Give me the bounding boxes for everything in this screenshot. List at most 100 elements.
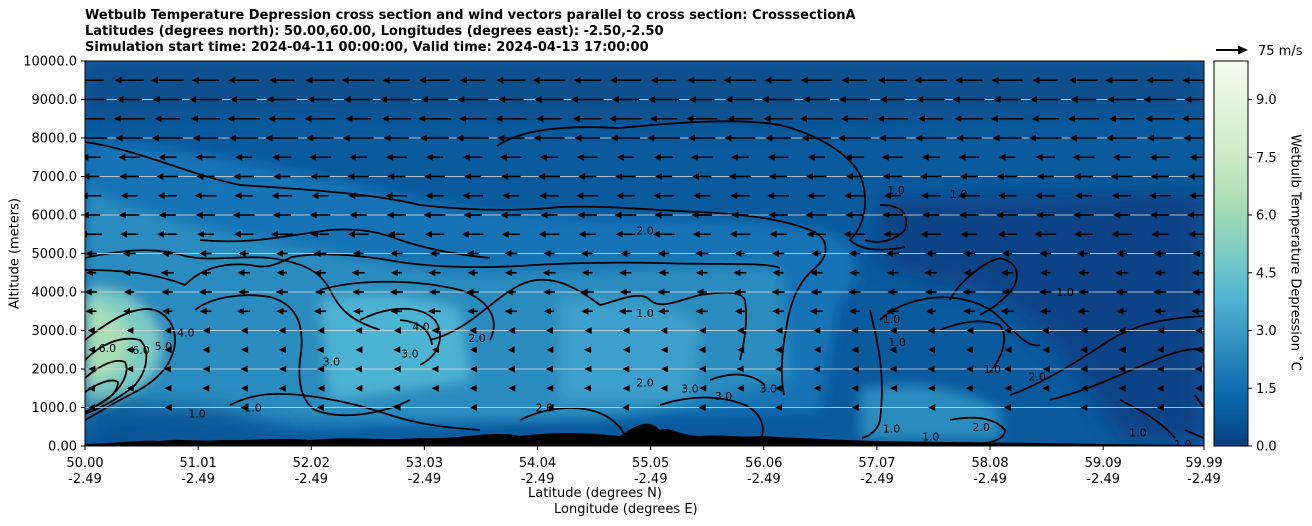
wind-vector-head xyxy=(196,173,204,180)
wind-vector-head xyxy=(652,230,660,238)
wind-vector-head xyxy=(355,384,363,392)
wind-vector-head xyxy=(457,96,465,103)
wind-vector-head xyxy=(848,307,856,315)
wind-vector-head xyxy=(266,96,274,103)
wind-vector-head xyxy=(87,384,95,392)
wind-vector-head xyxy=(622,384,630,392)
wind-vector-head xyxy=(118,211,126,219)
wind-vector-head xyxy=(495,115,503,123)
wind-vector-head xyxy=(1032,76,1040,84)
wind-vector-head xyxy=(1105,76,1113,84)
wind-vector-head xyxy=(386,211,394,219)
wind-vector-head xyxy=(1110,173,1118,180)
wind-vector-head xyxy=(539,192,547,200)
wind-vector-head xyxy=(1153,288,1161,296)
contour-label: 1.0 xyxy=(883,313,901,326)
wind-vector-head xyxy=(844,153,852,161)
wind-vector-head xyxy=(1003,404,1011,411)
wind-vector-head xyxy=(886,269,894,277)
wind-vector-head xyxy=(354,365,362,373)
x-tick-label-lon: -2.49 xyxy=(68,472,102,487)
contour-label: 1.0 xyxy=(244,402,262,415)
contour-label: 2.0 xyxy=(468,332,486,345)
wind-vector-head xyxy=(998,153,1006,161)
wind-vector-head xyxy=(501,230,509,238)
wind-vector-head xyxy=(393,365,401,373)
wind-vector-head xyxy=(767,153,775,161)
wind-vector-head xyxy=(881,153,889,161)
wind-vector-head xyxy=(1183,134,1191,142)
wind-vector-head xyxy=(278,346,286,354)
wind-vector-head xyxy=(619,269,627,277)
wind-vector-head xyxy=(962,250,970,257)
wind-vector-head xyxy=(807,192,815,200)
wind-vector-head xyxy=(1150,173,1158,180)
colorbar-tick-label: 6.0 xyxy=(1256,209,1277,224)
wind-vector-head xyxy=(734,250,742,257)
contour-label: 3.0 xyxy=(715,390,733,403)
x-tick-label-lon: -2.49 xyxy=(181,472,215,487)
contour-label: 1.0 xyxy=(922,430,940,443)
wind-vector-head xyxy=(85,76,86,84)
terrain xyxy=(85,423,1204,446)
wind-vector-head xyxy=(764,76,772,84)
wind-vector-head xyxy=(432,346,440,354)
wind-vector-head xyxy=(1004,384,1012,392)
wind-vector-head xyxy=(692,173,700,180)
wind-vectors xyxy=(85,76,1204,411)
x-axis-label: Latitude (degrees N) xyxy=(528,486,662,501)
wind-vector-head xyxy=(1040,269,1048,277)
wind-vector-head xyxy=(543,307,551,315)
wind-vector-head xyxy=(161,288,169,296)
y-tick-label: 3000.0 xyxy=(32,324,78,339)
wind-vector-head xyxy=(534,96,542,103)
wind-vector-head xyxy=(1068,76,1076,84)
wind-vector-head xyxy=(276,307,284,315)
wind-vector-head xyxy=(1034,230,1042,238)
contour-label: 4.0 xyxy=(412,321,430,334)
chart-title-line-3: Simulation start time: 2024-04-11 00:00:… xyxy=(85,40,649,55)
wind-vector-head xyxy=(1189,153,1197,161)
wind-vector-head xyxy=(150,76,158,84)
wind-vector-head xyxy=(724,134,732,142)
wind-vector-head xyxy=(581,269,589,277)
wind-vector-head xyxy=(119,173,127,180)
contour-label: 1.0 xyxy=(1174,438,1192,451)
wind-vector-head xyxy=(622,365,630,373)
x-axis-ticks: 50.00-2.4951.01-2.4952.02-2.4953.03-2.49… xyxy=(66,446,1223,487)
wind-vector-head xyxy=(1080,384,1088,392)
wind-vector-head xyxy=(543,250,551,257)
contour-label: 1.0 xyxy=(887,184,905,197)
wind-vector-head xyxy=(698,346,706,354)
wind-vector-head xyxy=(1042,365,1050,373)
wind-vector-head xyxy=(723,76,731,84)
wind-vector-head xyxy=(730,153,738,161)
wind-vector-head xyxy=(199,307,207,315)
wind-vector-head xyxy=(313,307,321,315)
colorbar-tick-label: 9.0 xyxy=(1256,93,1277,108)
wind-vector-head xyxy=(309,153,317,161)
wind-vector-head xyxy=(802,96,810,103)
wind-vector-head xyxy=(879,96,887,103)
y-tick-label: 1000.0 xyxy=(32,401,78,416)
wind-vector-head xyxy=(958,192,966,200)
wind-vector-head xyxy=(647,134,655,142)
wind-vector-head xyxy=(1187,173,1195,180)
wind-vector-head xyxy=(660,384,668,392)
wind-vector-head xyxy=(349,211,357,219)
wind-vector-head xyxy=(1036,211,1044,219)
contour-label: 3.0 xyxy=(681,382,699,395)
wind-vector-head xyxy=(278,384,286,392)
wind-vector-head xyxy=(1028,134,1036,142)
wind-vector-head xyxy=(1080,404,1088,411)
x-tick-label-lon: -2.49 xyxy=(1086,472,1120,487)
wind-vector-head xyxy=(737,346,745,354)
wind-vector-head xyxy=(813,346,821,354)
wind-vector-head xyxy=(622,346,630,354)
wind-vector-head xyxy=(536,115,544,123)
wind-vector-head xyxy=(576,153,584,161)
contour-label: 2.0 xyxy=(972,421,990,434)
wind-vector-head xyxy=(1074,192,1082,200)
wind-vector-head xyxy=(1192,250,1200,257)
wind-vector-head xyxy=(609,115,617,123)
